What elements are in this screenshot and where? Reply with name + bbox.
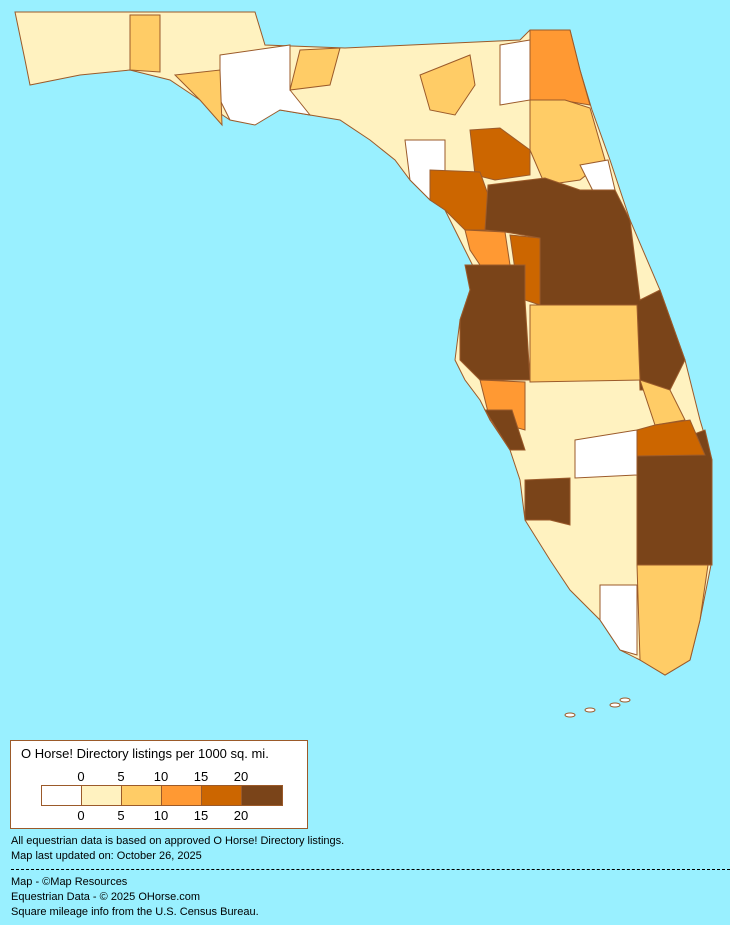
- florida-keys-island: [584, 707, 596, 713]
- florida-keys-island: [619, 697, 631, 703]
- legend-color-scale: [41, 785, 283, 806]
- county-group-24: [636, 564, 709, 676]
- swatch-5: [242, 786, 282, 805]
- note-last-updated: Map last updated on: October 26, 2025: [11, 850, 202, 862]
- county-group-4: [289, 47, 341, 91]
- legend-title: O Horse! Directory listings per 1000 sq.…: [21, 746, 269, 761]
- county-group-16: [529, 304, 641, 383]
- county-group-17: [639, 379, 686, 426]
- county-group-11: [429, 169, 491, 231]
- tick: 15: [193, 769, 209, 784]
- note-data-source: All equestrian data is based on approved…: [11, 835, 345, 847]
- swatch-4: [202, 786, 242, 805]
- county-group-22: [636, 419, 706, 457]
- credit-census: Square mileage info from the U.S. Census…: [11, 906, 259, 918]
- credit-map: Map - ©Map Resources: [11, 876, 128, 888]
- swatch-0: [42, 786, 82, 805]
- tick: 0: [77, 808, 85, 823]
- county-group-15: [459, 264, 531, 381]
- county-group-1: [419, 54, 476, 116]
- legend: O Horse! Directory listings per 1000 sq.…: [10, 740, 308, 829]
- tick: 5: [117, 808, 125, 823]
- county-group-5: [499, 39, 531, 106]
- tick: 20: [233, 808, 249, 823]
- county-group-3: [173, 69, 223, 127]
- divider: [11, 869, 730, 870]
- tick: 20: [233, 769, 249, 784]
- county-group-2: [129, 14, 161, 73]
- florida-keys-island: [564, 712, 576, 718]
- county-group-7: [529, 29, 591, 106]
- county-group-19: [484, 409, 526, 451]
- tick: 0: [77, 769, 85, 784]
- swatch-3: [162, 786, 202, 805]
- florida-county-map: [14, 11, 713, 718]
- tick: 5: [117, 769, 125, 784]
- credit-data: Equestrian Data - © 2025 OHorse.com: [11, 891, 201, 903]
- tick: 15: [193, 808, 209, 823]
- tick: 10: [153, 769, 169, 784]
- swatch-1: [82, 786, 122, 805]
- county-group-23: [524, 477, 571, 526]
- county-group-0: [219, 44, 312, 126]
- swatch-2: [122, 786, 162, 805]
- florida-keys-island: [609, 702, 621, 708]
- county-group-25: [599, 584, 638, 656]
- tick: 10: [153, 808, 169, 823]
- county-group-14: [484, 177, 686, 391]
